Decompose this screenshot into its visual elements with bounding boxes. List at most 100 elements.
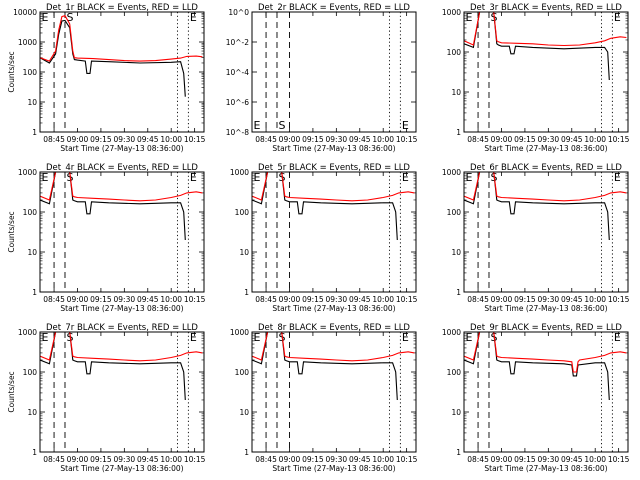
x-tick-label: 09:00 xyxy=(67,295,89,304)
x-tick-label: 09:00 xyxy=(279,135,301,144)
y-axis-label: Counts/sec xyxy=(7,51,16,92)
x-axis-label: Start Time (27-May-13 08:36:00) xyxy=(484,144,607,153)
x-axis-label: Start Time (27-May-13 08:36:00) xyxy=(272,144,395,153)
x-axis-label: Start Time (27-May-13 08:36:00) xyxy=(484,464,607,473)
y-tick-label: 1000 xyxy=(18,328,37,337)
y-tick-label: 10^-4 xyxy=(226,68,250,77)
y-tick-label: 1 xyxy=(32,448,37,457)
marker-label: E xyxy=(254,171,261,184)
series-line-lld xyxy=(464,332,627,373)
y-tick-label: 1000 xyxy=(18,38,37,47)
y-tick-label: 1 xyxy=(456,128,461,137)
y-tick-label: 1000 xyxy=(442,168,461,177)
x-tick-label: 09:45 xyxy=(137,135,159,144)
x-tick-label: 09:15 xyxy=(302,295,324,304)
x-tick-label: 09:30 xyxy=(114,295,136,304)
chart-title: Det_9r BLACK = Events, RED = LLD xyxy=(470,323,622,333)
x-tick-label: 09:45 xyxy=(561,455,583,464)
marker-label: E xyxy=(402,171,409,184)
x-tick-label: 09:00 xyxy=(67,455,89,464)
marker-label: E xyxy=(466,11,473,24)
series-line-lld xyxy=(252,332,415,362)
plot-frame xyxy=(39,171,205,293)
x-axis-label: Start Time (27-May-13 08:36:00) xyxy=(60,144,183,153)
y-tick-label: 100 xyxy=(447,368,462,377)
y-tick-label: 100 xyxy=(447,48,462,57)
y-tick-label: 10 xyxy=(239,408,249,417)
chart-title: Det_5r BLACK = Events, RED = LLD xyxy=(258,163,410,173)
marker-label: E xyxy=(614,11,621,24)
x-tick-label: 10:15 xyxy=(608,455,630,464)
series-line-events xyxy=(40,172,186,241)
y-tick-label: 10^-8 xyxy=(226,128,250,137)
x-tick-label: 09:15 xyxy=(90,135,112,144)
x-tick-label: 09:45 xyxy=(137,295,159,304)
y-tick-label: 1 xyxy=(32,128,37,137)
x-tick-label: 10:00 xyxy=(372,295,394,304)
x-tick-label: 08:45 xyxy=(467,135,489,144)
x-tick-label: 10:15 xyxy=(396,135,418,144)
marker-label: E xyxy=(190,171,197,184)
x-tick-label: 10:15 xyxy=(184,135,206,144)
y-tick-label: 10^0 xyxy=(228,8,249,17)
marker-label: E xyxy=(466,171,473,184)
marker-label: E xyxy=(42,331,49,344)
series-line-events xyxy=(252,332,398,401)
x-tick-label: 09:30 xyxy=(538,295,560,304)
x-tick-label: 09:00 xyxy=(279,295,301,304)
x-axis-label: Start Time (27-May-13 08:36:00) xyxy=(60,464,183,473)
y-tick-label: 1000 xyxy=(230,168,249,177)
y-tick-label: 1 xyxy=(456,448,461,457)
x-tick-label: 08:45 xyxy=(43,295,65,304)
x-axis-label: Start Time (27-May-13 08:36:00) xyxy=(484,304,607,313)
x-axis-label: Start Time (27-May-13 08:36:00) xyxy=(272,464,395,473)
x-tick-label: 09:00 xyxy=(279,455,301,464)
x-axis-label: Start Time (27-May-13 08:36:00) xyxy=(60,304,183,313)
y-tick-label: 10 xyxy=(27,98,37,107)
x-tick-label: 10:15 xyxy=(608,135,630,144)
plot-frame xyxy=(463,331,629,453)
x-tick-label: 09:00 xyxy=(491,455,513,464)
x-tick-label: 10:00 xyxy=(584,295,606,304)
marker-label: E xyxy=(614,171,621,184)
y-tick-label: 1 xyxy=(244,448,249,457)
x-tick-label: 09:45 xyxy=(561,135,583,144)
marker-label: S xyxy=(278,119,285,132)
chart-title: Det_4r BLACK = Events, RED = LLD xyxy=(46,163,198,173)
series-line-lld xyxy=(464,12,627,47)
marker-label: E xyxy=(254,331,261,344)
series-line-lld xyxy=(40,172,203,202)
x-axis-label: Start Time (27-May-13 08:36:00) xyxy=(272,304,395,313)
marker-label: E xyxy=(254,119,261,132)
x-tick-label: 10:00 xyxy=(160,455,182,464)
y-tick-label: 10 xyxy=(27,248,37,257)
x-tick-label: 10:00 xyxy=(160,135,182,144)
x-tick-label: 10:00 xyxy=(372,135,394,144)
y-tick-label: 10^-6 xyxy=(226,98,250,107)
marker-label: E xyxy=(466,331,473,344)
x-tick-label: 09:15 xyxy=(90,455,112,464)
y-tick-label: 100 xyxy=(447,208,462,217)
chart-title: Det_1r BLACK = Events, RED = LLD xyxy=(46,3,198,13)
x-tick-label: 09:45 xyxy=(137,455,159,464)
plot-frame xyxy=(251,11,417,133)
x-tick-label: 09:30 xyxy=(326,295,348,304)
y-tick-label: 10 xyxy=(451,248,461,257)
x-tick-label: 09:15 xyxy=(302,135,324,144)
x-tick-label: 10:15 xyxy=(184,455,206,464)
x-tick-label: 10:00 xyxy=(372,455,394,464)
marker-label: E xyxy=(190,11,197,24)
chart-title: Det_3r BLACK = Events, RED = LLD xyxy=(470,3,622,13)
plot-frame xyxy=(251,331,417,453)
x-tick-label: 08:45 xyxy=(467,295,489,304)
marker-label: E xyxy=(614,331,621,344)
marker-label: E xyxy=(42,171,49,184)
marker-label: E xyxy=(402,331,409,344)
y-tick-label: 1000 xyxy=(442,328,461,337)
